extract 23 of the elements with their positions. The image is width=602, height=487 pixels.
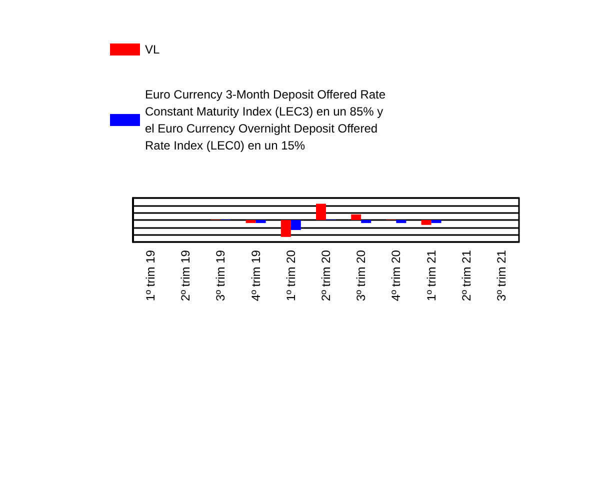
legend-label: VL — [145, 42, 160, 56]
bar — [361, 220, 372, 224]
x-tick-label: 2º trim 21 — [459, 250, 474, 302]
bar — [246, 220, 256, 224]
x-tick-label: 3º trim 19 — [214, 250, 228, 302]
x-tick-label: 4º trim 19 — [248, 250, 263, 302]
bar — [256, 220, 266, 224]
bar — [431, 220, 442, 224]
bar — [421, 220, 432, 225]
bar — [316, 204, 326, 220]
x-tick-label: 1º trim 21 — [424, 250, 438, 302]
x-tick-label: 1º trim 19 — [144, 250, 158, 302]
bar — [351, 214, 362, 220]
legend-label: Euro Currency 3-Month Deposit Offered Rate Constant Maturity Index (LEC3) en un 85% y el Euro Currency Overnight Deposit Offered Rate Index (LEC0) en un 15% — [145, 88, 389, 152]
bar — [290, 220, 301, 230]
x-tick-label: 3º trim 21 — [494, 250, 508, 302]
x-tick-label: 2º trim 19 — [178, 250, 193, 302]
x-tick-label: 2º trim 20 — [319, 250, 333, 302]
x-tick-label: 3º trim 20 — [354, 250, 368, 302]
x-tick-label: 1º trim 20 — [284, 250, 298, 302]
bar — [396, 220, 406, 224]
bar — [280, 220, 291, 237]
x-tick-label: 4º trim 20 — [389, 250, 404, 302]
